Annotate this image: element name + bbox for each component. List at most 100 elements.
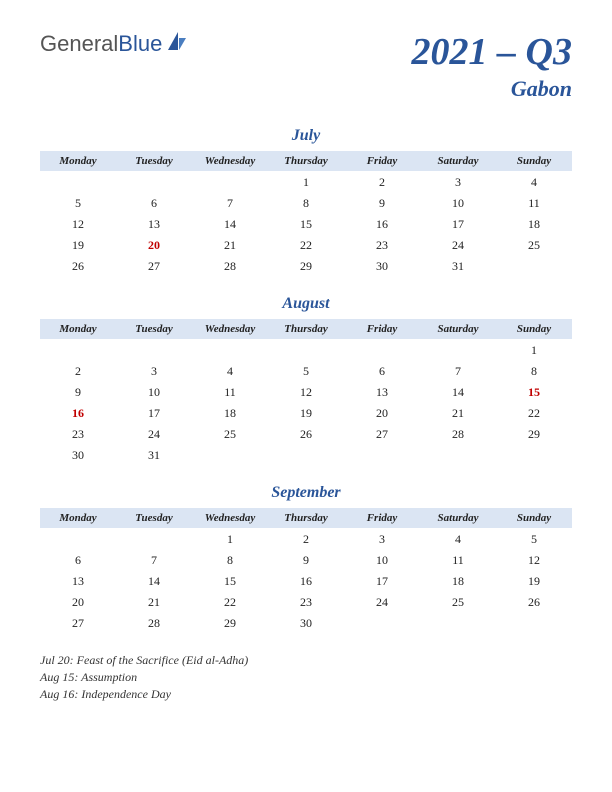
holiday-note: Aug 15: Assumption [40,669,572,686]
calendar-row: 1 [40,340,572,362]
calendar-cell: 12 [496,550,572,571]
calendar-cell: 31 [116,445,192,466]
calendar-cell: 18 [192,403,268,424]
calendar-cell: 25 [192,424,268,445]
calendar-cell: 11 [192,382,268,403]
calendar-cell [192,340,268,362]
calendar-row: 3031 [40,445,572,466]
calendar-row: 12131415161718 [40,214,572,235]
calendar-cell [192,445,268,466]
calendar-cell: 7 [192,193,268,214]
calendar-cell [496,445,572,466]
calendar-row: 12345 [40,529,572,551]
calendar-row: 9101112131415 [40,382,572,403]
calendar-cell: 13 [116,214,192,235]
calendar-cell: 5 [40,193,116,214]
calendar-cell [40,340,116,362]
day-header: Tuesday [116,319,192,340]
day-header: Monday [40,151,116,172]
calendar-cell: 13 [40,571,116,592]
calendar-cell [116,529,192,551]
calendar-cell: 1 [192,529,268,551]
calendar-cell: 7 [116,550,192,571]
calendar-cell [40,172,116,194]
day-header: Sunday [496,508,572,529]
day-header: Tuesday [116,508,192,529]
calendar-cell: 21 [116,592,192,613]
calendar-cell: 3 [420,172,496,194]
calendar-table: MondayTuesdayWednesdayThursdayFridaySatu… [40,319,572,466]
calendar-cell: 11 [496,193,572,214]
calendar-cell: 3 [344,529,420,551]
title-block: 2021 – Q3 Gabon [412,30,572,102]
calendar-cell: 6 [344,361,420,382]
calendar-cell: 11 [420,550,496,571]
day-header: Wednesday [192,151,268,172]
calendar-cell [344,340,420,362]
calendar-cell [268,445,344,466]
calendar-cell [344,445,420,466]
calendar-row: 2345678 [40,361,572,382]
holiday-note: Jul 20: Feast of the Sacrifice (Eid al-A… [40,652,572,669]
calendar-cell: 20 [40,592,116,613]
calendar-cell: 15 [268,214,344,235]
calendar-cell: 9 [268,550,344,571]
header: GeneralBlue 2021 – Q3 Gabon [40,30,572,102]
page-subtitle: Gabon [412,76,572,102]
calendar-cell: 17 [116,403,192,424]
calendar-cell [268,340,344,362]
calendar-cell: 16 [344,214,420,235]
calendar-cell [116,340,192,362]
calendar-cell: 10 [116,382,192,403]
calendar-cell [420,445,496,466]
calendar-cell: 28 [116,613,192,634]
calendar-cell: 8 [496,361,572,382]
calendar-row: 27282930 [40,613,572,634]
day-header: Tuesday [116,151,192,172]
calendar-row: 262728293031 [40,256,572,277]
month-title: August [40,295,572,313]
calendar-cell: 19 [40,235,116,256]
calendar-cell: 5 [496,529,572,551]
calendar-cell [420,340,496,362]
calendar-cell: 26 [496,592,572,613]
calendar-cell: 23 [268,592,344,613]
calendar-cell: 10 [344,550,420,571]
calendar-cell: 29 [192,613,268,634]
day-header: Wednesday [192,508,268,529]
calendar-cell: 17 [420,214,496,235]
calendar-cell: 5 [268,361,344,382]
calendar-row: 16171819202122 [40,403,572,424]
day-header: Wednesday [192,319,268,340]
calendar-cell [40,529,116,551]
calendar-cell [116,172,192,194]
calendar-cell [192,172,268,194]
calendar-cell: 9 [40,382,116,403]
calendar-cell: 12 [268,382,344,403]
calendar-cell: 14 [192,214,268,235]
calendar-cell: 25 [420,592,496,613]
day-header: Thursday [268,508,344,529]
day-header: Friday [344,319,420,340]
calendar-cell: 18 [420,571,496,592]
logo-text-blue: Blue [118,31,162,56]
calendar-row: 1234 [40,172,572,194]
calendar-table: MondayTuesdayWednesdayThursdayFridaySatu… [40,151,572,277]
day-header: Saturday [420,319,496,340]
calendar-cell: 6 [116,193,192,214]
calendar-cell: 18 [496,214,572,235]
calendar-cell: 22 [268,235,344,256]
calendar-cell: 23 [40,424,116,445]
calendar-cell: 26 [268,424,344,445]
logo-text: GeneralBlue [40,31,162,57]
calendar-row: 23242526272829 [40,424,572,445]
logo: GeneralBlue [40,30,188,57]
calendar-cell: 14 [116,571,192,592]
calendar-row: 19202122232425 [40,235,572,256]
calendar-cell: 17 [344,571,420,592]
calendar-cell: 16 [40,403,116,424]
calendar-cell: 30 [344,256,420,277]
calendar-row: 567891011 [40,193,572,214]
calendar-cell: 25 [496,235,572,256]
calendar-cell: 9 [344,193,420,214]
